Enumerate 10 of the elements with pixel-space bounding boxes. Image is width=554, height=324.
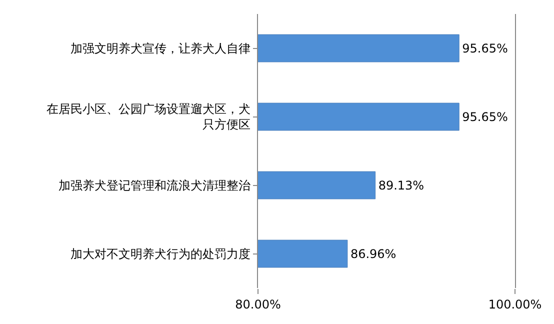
x-tick-label: 100.00% [488,297,542,312]
y-tick-label: 加强养犬登记管理和流浪犬清理整治 [58,178,251,192]
data-label: 86.96% [350,246,396,261]
x-tick-label: 80.00% [235,297,281,312]
data-label: 95.65% [462,41,508,56]
data-label: 89.13% [378,178,424,192]
y-tick-label: 在居民小区、公园广场设置遛犬区，犬只方便区 [46,102,251,132]
data-label: 95.65% [462,110,508,124]
y-tick-label: 加大对不文明养犬行为的处罚力度 [70,246,251,261]
y-tick-label: 加强文明养犬宣传，让养犬人自律 [70,41,251,56]
